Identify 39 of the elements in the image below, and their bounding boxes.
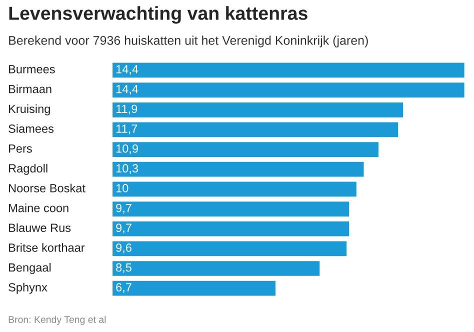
bar [112, 180, 358, 198]
data-label: 6,7 [116, 283, 132, 293]
chart-title: Levensverwachting van kattenras [9, 6, 308, 24]
y-tick-label: Ragdoll [9, 164, 48, 175]
bar [112, 120, 400, 139]
bar [112, 160, 366, 178]
data-label: 9,7 [116, 204, 132, 214]
y-tick-label: Blauwe Rus [9, 223, 71, 232]
bar [112, 260, 322, 278]
data-label: 8,5 [116, 263, 132, 274]
bar [112, 280, 277, 298]
y-tick-label: Britse korthaar [9, 243, 85, 252]
y-tick-label: Birmaan [9, 84, 52, 94]
data-label: 11,9 [116, 104, 138, 114]
data-label: 14,4 [116, 65, 138, 75]
y-tick-label: Pers [9, 144, 32, 153]
y-tick-label: Siamees [8, 124, 54, 133]
chart-subtitle: Berekend voor 7936 huiskatten uit het Verenigd Koninkrijk (jaren) [9, 36, 368, 48]
text: Bron: Kendy Teng et al [8, 316, 106, 325]
y-tick-label: Burmees [9, 65, 55, 74]
bar [112, 200, 350, 218]
data-label: 9,7 [116, 224, 132, 234]
bar [112, 101, 404, 119]
data-label: 9,6 [116, 243, 132, 254]
bar [112, 61, 465, 80]
data-label: 10,3 [116, 164, 138, 174]
y-tick-label: Bengaal [9, 263, 51, 274]
y-tick-label: Sphynx [8, 282, 48, 294]
bar [112, 140, 380, 158]
bar [112, 240, 348, 258]
data-label: 10 [116, 184, 128, 192]
data-label: 11,7 [116, 124, 138, 134]
bar [112, 81, 465, 99]
data-label: 10,9 [116, 144, 138, 154]
bar [112, 220, 350, 238]
y-tick-label: Noorse Boskat [9, 184, 86, 192]
data-label: 14,4 [116, 84, 138, 95]
y-tick-label: Kruising [9, 104, 50, 116]
y-tick-label: Maine coon [9, 204, 68, 212]
